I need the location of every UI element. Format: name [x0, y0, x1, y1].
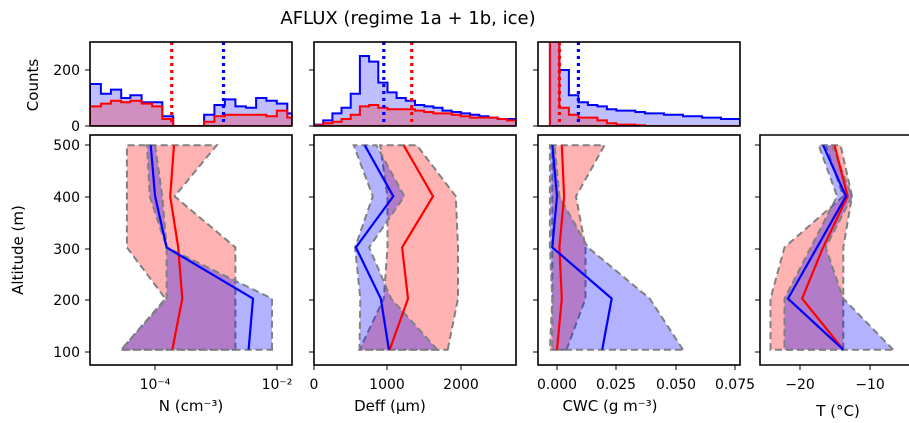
xtick-label-0.000: 0.000 — [537, 377, 577, 393]
N-profile-blue-median-line — [149, 145, 255, 350]
profile-cwc-frame — [537, 134, 741, 366]
profile-cwc-plot — [548, 144, 685, 351]
Deff-profile-blue-range-band — [352, 144, 440, 351]
profile-t-plot — [769, 144, 896, 351]
profile-n-yticks: 500 400 300 200 100 — [53, 138, 90, 361]
xtick-label-1000: 1000 — [369, 377, 405, 393]
profile-n-frame — [89, 134, 293, 366]
figure-title: AFLUX (regime 1a + 1b, ice) — [280, 8, 535, 29]
xtick-label-minus20: −20 — [785, 377, 815, 393]
hist-n-plot — [90, 42, 292, 126]
CWC-profile-blue-median-line — [551, 145, 613, 350]
N-profile-blue-range-band — [118, 144, 273, 351]
T-profile-blue-range-band — [783, 144, 896, 351]
profile-deff: 0 1000 2000 Deff (µm) — [309, 134, 517, 415]
xtick-label-0.025: 0.025 — [596, 377, 636, 393]
profile-n: 500 400 300 200 100 Altitude (m) 10⁻⁴ 10… — [9, 134, 293, 415]
xtick-label-2000: 2000 — [443, 377, 479, 393]
xtick-label-0.050: 0.050 — [656, 377, 696, 393]
ytick-label-300: 300 — [53, 242, 80, 258]
ytick-label-100: 100 — [53, 345, 80, 361]
hist-deff-frame — [313, 41, 517, 127]
profile-deff-plot — [352, 144, 459, 351]
xtick-label-0: 0 — [310, 377, 319, 393]
x-axis-label-n: N (cm⁻³) — [159, 397, 223, 415]
profile-t: −20 −10 T (°C) — [755, 134, 909, 420]
histogram-cwc — [533, 41, 741, 127]
histogram-deff — [309, 41, 517, 127]
hist-n-ytick-label-200: 200 — [53, 63, 80, 79]
T-profile-red-median-line — [800, 144, 849, 351]
profile-t-frame — [759, 134, 909, 366]
ytick-label-400: 400 — [53, 190, 80, 206]
xtick-label-minus10: −10 — [855, 377, 885, 393]
hist-y-axis-label: Counts — [24, 59, 42, 112]
CWC-profile-red-median-line — [555, 145, 566, 350]
xtick-label-0.075: 0.075 — [715, 377, 755, 393]
hist-deff-plot — [314, 42, 516, 126]
CWC-hist-blue-histogram — [548, 42, 740, 126]
N-hist-red-histogram — [90, 99, 292, 126]
T-profile-blue-median-line — [786, 144, 848, 351]
xtick-label-1e-2: 10⁻² — [262, 377, 293, 393]
profile-deff-frame — [313, 134, 517, 366]
x-axis-label-t: T (°C) — [815, 402, 860, 420]
y-axis-label: Altitude (m) — [9, 205, 27, 295]
x-axis-label-deff: Deff (µm) — [354, 397, 426, 415]
Deff-profile-red-median-line — [388, 144, 435, 351]
CWC-hist-red-histogram — [548, 42, 740, 126]
xtick-label-1e-4: 10⁻⁴ — [140, 377, 171, 393]
N-profile-red-median-line — [169, 145, 184, 350]
profile-n-plot — [118, 144, 273, 351]
hist-cwc-frame — [537, 41, 741, 127]
hist-n-ytick-label-0: 0 — [71, 119, 80, 135]
hist-cwc-plot — [548, 42, 740, 126]
Deff-profile-blue-median-line — [354, 144, 395, 350]
profile-cwc: 0.000 0.025 0.050 0.075 CWC (g m⁻³) — [533, 134, 755, 415]
histogram-n: 0 200 Counts — [24, 41, 293, 135]
x-axis-label-cwc: CWC (g m⁻³) — [562, 397, 657, 415]
Deff-hist-red-histogram — [314, 104, 516, 126]
ytick-label-200: 200 — [53, 293, 80, 309]
CWC-profile-blue-range-band — [548, 144, 685, 351]
hist-n-frame — [89, 41, 293, 127]
ytick-label-500: 500 — [53, 138, 80, 154]
Deff-hist-blue-histogram — [314, 55, 516, 126]
